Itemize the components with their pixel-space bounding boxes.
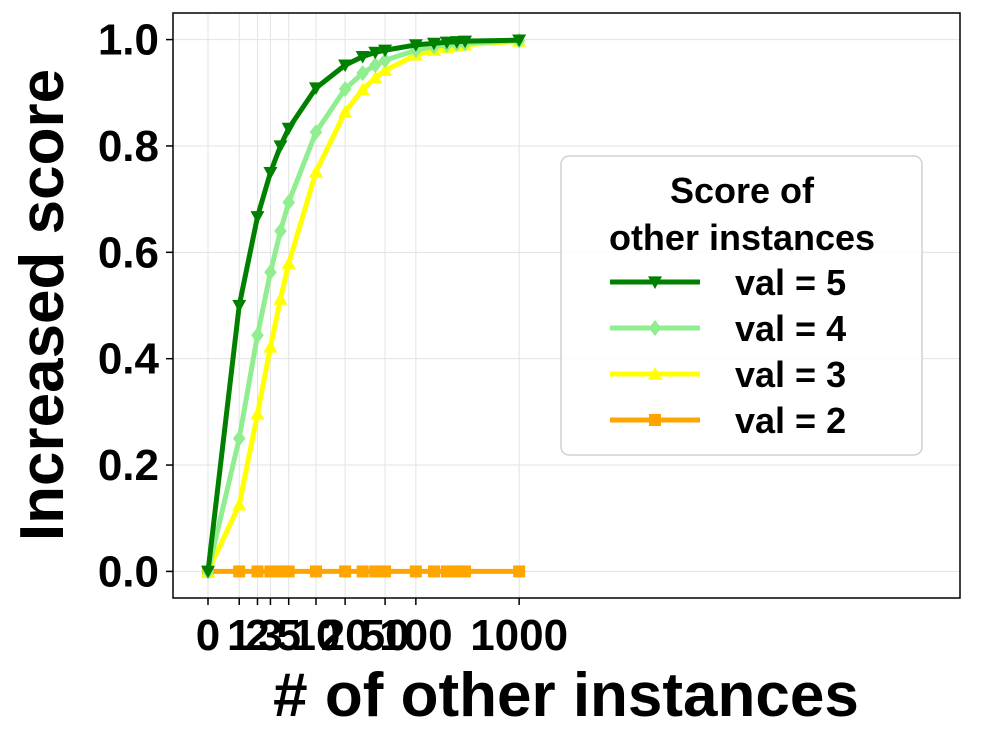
legend-box: [560, 155, 923, 456]
legend-marker: [648, 367, 662, 380]
data-point: [338, 81, 352, 98]
y-tick-label: 0.4: [98, 335, 160, 384]
data-point: [308, 82, 323, 95]
data-point: [282, 565, 295, 578]
series-line: [205, 38, 522, 574]
data-point: [201, 565, 215, 579]
series-val-3: [201, 34, 527, 578]
x-tick-label: 2: [245, 611, 269, 660]
data-point: [378, 52, 392, 69]
data-point: [232, 497, 247, 511]
legend-entry: val = 2: [610, 400, 846, 441]
data-point: [250, 211, 265, 224]
legend-entry: val = 4: [610, 308, 846, 349]
legend-entries: val = 5 val = 4 val = 3 val = 2: [610, 262, 846, 441]
legend-marker: [648, 319, 662, 337]
grid: [173, 13, 960, 598]
legend-entry: val = 3: [610, 354, 846, 395]
x-tick-label: 3: [258, 611, 282, 660]
legend-label: val = 2: [735, 400, 846, 441]
series-val-4: [201, 32, 526, 580]
data-point: [379, 565, 392, 578]
data-point: [263, 339, 278, 353]
legend-label: val = 3: [735, 354, 846, 395]
y-axis-label: Increased score: [8, 69, 77, 541]
x-tick-label: 5: [276, 611, 300, 660]
data-point: [281, 122, 296, 136]
legend-title-line1: Score of: [670, 170, 815, 211]
x-tick-label: 1000: [470, 611, 568, 660]
data-point: [439, 36, 454, 50]
x-tick-label: 1: [227, 611, 251, 660]
data-point: [426, 37, 441, 51]
x-tick-label: 100: [379, 611, 452, 660]
data-point: [263, 166, 278, 180]
data-point: [440, 565, 453, 578]
data-point: [232, 299, 247, 313]
data-point: [338, 59, 353, 73]
data-point: [264, 565, 277, 578]
data-point: [264, 264, 277, 281]
legend-marker: [648, 276, 662, 289]
data-point: [233, 565, 246, 578]
series-line: [205, 38, 522, 574]
data-point: [427, 565, 440, 578]
data-point: [339, 565, 352, 578]
data-point: [308, 165, 323, 178]
data-point: [459, 565, 472, 578]
series-val-2: [202, 565, 526, 578]
data-point: [355, 51, 370, 64]
data-point: [232, 430, 246, 447]
data-point: [409, 565, 422, 578]
data-point: [408, 39, 423, 52]
data-point: [251, 327, 264, 344]
data-point: [251, 565, 264, 578]
data-point: [282, 194, 295, 211]
y-tick-label: 0.2: [98, 441, 159, 490]
data-point: [458, 35, 473, 49]
data-point: [368, 57, 382, 74]
series-line: [205, 37, 522, 574]
data-point: [356, 65, 369, 82]
data-point: [355, 82, 370, 96]
y-tick-label: 1.0: [98, 16, 159, 65]
legend-label: val = 5: [735, 262, 846, 303]
data-point: [274, 222, 287, 240]
x-axis-label: # of other instances: [273, 661, 859, 730]
data-point: [250, 406, 265, 420]
legend-entry: val = 5: [610, 262, 846, 303]
x-tick-label: 10: [292, 611, 341, 660]
data-point: [368, 70, 383, 84]
data-point: [356, 565, 369, 578]
data-point: [378, 63, 393, 77]
data-point: [338, 104, 353, 118]
legend-title-line2: other instances: [609, 217, 875, 258]
y-tick-label: 0.0: [98, 547, 159, 596]
data-point: [368, 46, 383, 60]
data-point: [378, 44, 393, 58]
x-tick-label: 50: [361, 611, 410, 660]
data-point: [513, 565, 526, 578]
plot-frame: [172, 12, 961, 599]
data-point: [512, 34, 527, 48]
legend-marker: [649, 414, 661, 426]
series-val-5: [201, 34, 527, 579]
series-layer: [201, 32, 527, 580]
x-tick-label: 0: [196, 611, 220, 660]
y-tick-label: 0.8: [98, 122, 159, 171]
data-point: [281, 256, 296, 270]
legend-label: val = 4: [735, 308, 846, 349]
y-tick-label: 0.6: [98, 228, 159, 277]
x-tick-label: 20: [321, 611, 370, 660]
data-point: [273, 292, 288, 305]
data-point: [273, 140, 288, 153]
data-point: [309, 124, 323, 141]
data-point: [309, 565, 322, 578]
data-point: [369, 565, 382, 578]
